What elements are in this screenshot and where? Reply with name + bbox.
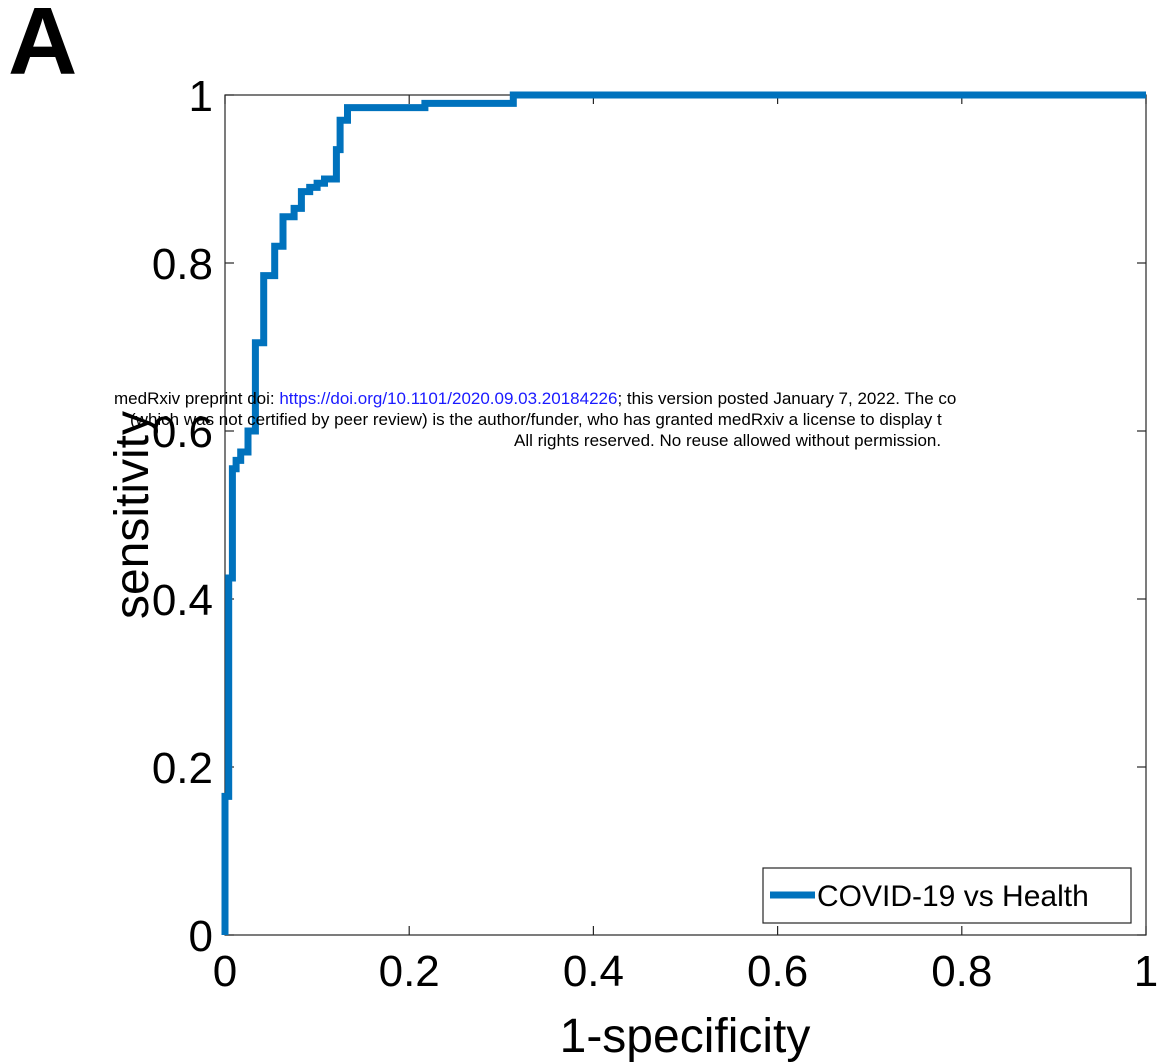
preprint-watermark: medRxiv preprint doi: https://doi.org/10… [114,388,1172,451]
y-tick-label: 0.4 [152,576,213,625]
x-axis: 0 0.2 0.4 0.6 0.8 1 [213,95,1158,996]
y-axis-title: sensitivity [106,411,159,619]
watermark-line-1: medRxiv preprint doi: https://doi.org/10… [114,388,1172,409]
x-axis-title: 1-specificity [560,1010,811,1062]
x-tick-label: 0.6 [747,947,808,996]
y-tick-label: 0.6 [152,408,213,457]
x-tick-label: 0.8 [931,947,992,996]
roc-curve-covid19-vs-health [221,91,1146,935]
legend: COVID-19 vs Health [762,867,1132,924]
doi-link[interactable]: https://doi.org/10.1101/2020.09.03.20184… [279,389,618,408]
x-tick-label: 1 [1134,947,1158,996]
x-tick-label: 0.2 [379,947,440,996]
plot-area-box [224,94,1147,936]
watermark-line-2: (which was not certified by peer review)… [130,410,942,429]
watermark-line-3: All rights reserved. No reuse allowed wi… [514,431,942,450]
watermark-suffix: ; this version posted January 7, 2022. T… [617,389,957,408]
x-tick-label: 0.4 [563,947,624,996]
panel-label: A [8,0,78,95]
watermark-prefix: medRxiv preprint doi: [114,389,280,408]
y-tick-label: 0 [189,912,213,961]
y-tick-label: 0.2 [152,744,213,793]
y-tick-label: 0.8 [152,240,213,289]
x-tick-label: 0 [213,947,237,996]
legend-box [762,867,1132,924]
y-tick-label: 1 [189,72,213,121]
y-axis: 0 0.2 0.4 0.6 0.8 1 [152,72,1146,961]
legend-label: COVID-19 vs Health [817,880,1089,913]
